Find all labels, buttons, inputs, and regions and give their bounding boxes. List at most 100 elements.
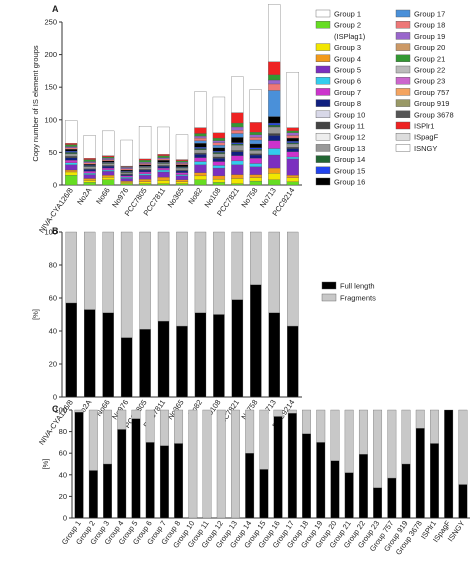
legend-swatch bbox=[315, 155, 331, 163]
bar-segment bbox=[102, 130, 115, 156]
bar-segment bbox=[102, 155, 115, 158]
bar-segment bbox=[316, 409, 326, 443]
bar-segment bbox=[175, 179, 189, 182]
bar-segment bbox=[249, 89, 262, 123]
bar-segment bbox=[268, 133, 281, 136]
bar-segment bbox=[286, 127, 299, 132]
y-tick-label: 80 bbox=[59, 427, 67, 436]
bar-segment bbox=[145, 409, 155, 443]
bar-segment bbox=[194, 161, 207, 165]
bar-segment bbox=[344, 409, 354, 473]
bar-segment bbox=[83, 182, 96, 186]
bar-segment bbox=[212, 156, 226, 159]
bar-segment bbox=[102, 231, 114, 313]
bar-segment bbox=[194, 175, 207, 180]
bar-segment bbox=[65, 175, 78, 186]
legend-swatch bbox=[315, 99, 331, 107]
bar-segment bbox=[212, 161, 226, 166]
bar-segment bbox=[268, 173, 281, 180]
bar-segment bbox=[302, 409, 311, 434]
bar-segment bbox=[213, 231, 225, 315]
bar-segment bbox=[212, 152, 226, 154]
bar-segment bbox=[231, 122, 244, 128]
bar-segment bbox=[175, 162, 189, 164]
bar-segment bbox=[194, 154, 207, 158]
bar-segment bbox=[120, 177, 133, 179]
y-tick-label: 20 bbox=[59, 492, 67, 501]
legend-swatch bbox=[315, 166, 331, 175]
bar-segment bbox=[138, 169, 152, 173]
bar-segment bbox=[138, 181, 152, 184]
legend-label: Group 7 bbox=[334, 88, 361, 97]
bar-segment bbox=[212, 158, 226, 162]
legend-swatch bbox=[395, 88, 411, 96]
legend-label: ISpagF bbox=[414, 133, 439, 142]
bar-segment bbox=[212, 153, 226, 158]
y-tick-label: 80 bbox=[49, 261, 57, 270]
bar-segment bbox=[120, 231, 133, 338]
bar-segment bbox=[231, 183, 244, 186]
bar-segment bbox=[344, 472, 354, 519]
x-tick-label: No2A bbox=[75, 186, 93, 207]
legend-label: Group 919 bbox=[414, 99, 449, 108]
bar-segment bbox=[84, 309, 96, 398]
bar-segment bbox=[65, 160, 78, 163]
bar-segment bbox=[216, 409, 226, 519]
bar-segment bbox=[157, 154, 170, 156]
y-tick-label: 20 bbox=[49, 360, 57, 369]
bar-segment bbox=[174, 409, 184, 444]
bar-segment bbox=[231, 299, 244, 398]
bar-segment bbox=[231, 164, 244, 175]
bar-segment bbox=[268, 135, 281, 141]
bar-segment bbox=[268, 122, 281, 126]
bar-segment bbox=[188, 409, 198, 519]
bar-segment bbox=[212, 140, 226, 143]
bar-segment bbox=[194, 127, 207, 134]
bar-segment bbox=[157, 158, 170, 161]
bar-segment bbox=[231, 143, 244, 146]
bar-segment bbox=[138, 163, 152, 165]
legend-note: (ISPlag1) bbox=[334, 32, 366, 41]
y-tick-label: 60 bbox=[49, 294, 57, 303]
legend-swatch bbox=[315, 43, 331, 51]
legend-swatch bbox=[315, 132, 331, 141]
bar-segment bbox=[268, 140, 281, 149]
x-tick-label: No365 bbox=[166, 186, 186, 209]
bar-segment bbox=[231, 76, 244, 113]
bar-segment bbox=[194, 312, 207, 398]
bar-segment bbox=[212, 142, 226, 146]
bar-segment bbox=[194, 91, 207, 128]
legend-label: Group 1 bbox=[334, 10, 361, 19]
y-tick-label: 0 bbox=[63, 514, 67, 523]
bar-segment bbox=[245, 409, 255, 454]
bar-segment bbox=[157, 160, 170, 163]
bar-segment bbox=[157, 169, 170, 173]
bar-segment bbox=[212, 167, 226, 177]
bar-segment bbox=[231, 150, 244, 152]
bar-segment bbox=[231, 137, 244, 143]
y-tick-label: 0 bbox=[53, 181, 57, 190]
bar-segment bbox=[268, 83, 281, 91]
bar-segment bbox=[175, 170, 189, 173]
bar-segment bbox=[287, 325, 299, 398]
legend-label: Group 20 bbox=[414, 43, 445, 52]
y-tick-label: 40 bbox=[49, 327, 57, 336]
y-tick-label: 100 bbox=[54, 406, 67, 415]
bar-segment bbox=[249, 163, 262, 167]
bar-segment bbox=[194, 148, 207, 150]
legend-swatch bbox=[395, 9, 411, 18]
legend-swatch bbox=[315, 121, 331, 130]
bar-segment bbox=[102, 165, 115, 169]
bar-segment bbox=[74, 412, 84, 519]
bar-segment bbox=[231, 151, 244, 156]
bar-segment bbox=[65, 143, 78, 145]
bar-segment bbox=[175, 159, 189, 162]
bar-segment bbox=[65, 157, 78, 161]
bar-segment bbox=[120, 178, 133, 182]
bar-segment bbox=[249, 122, 262, 133]
y-tick-label: 60 bbox=[59, 449, 67, 458]
bar-segment bbox=[286, 142, 299, 145]
bar-segment bbox=[120, 175, 133, 178]
bar-segment bbox=[231, 160, 244, 165]
bar-segment bbox=[249, 137, 262, 141]
